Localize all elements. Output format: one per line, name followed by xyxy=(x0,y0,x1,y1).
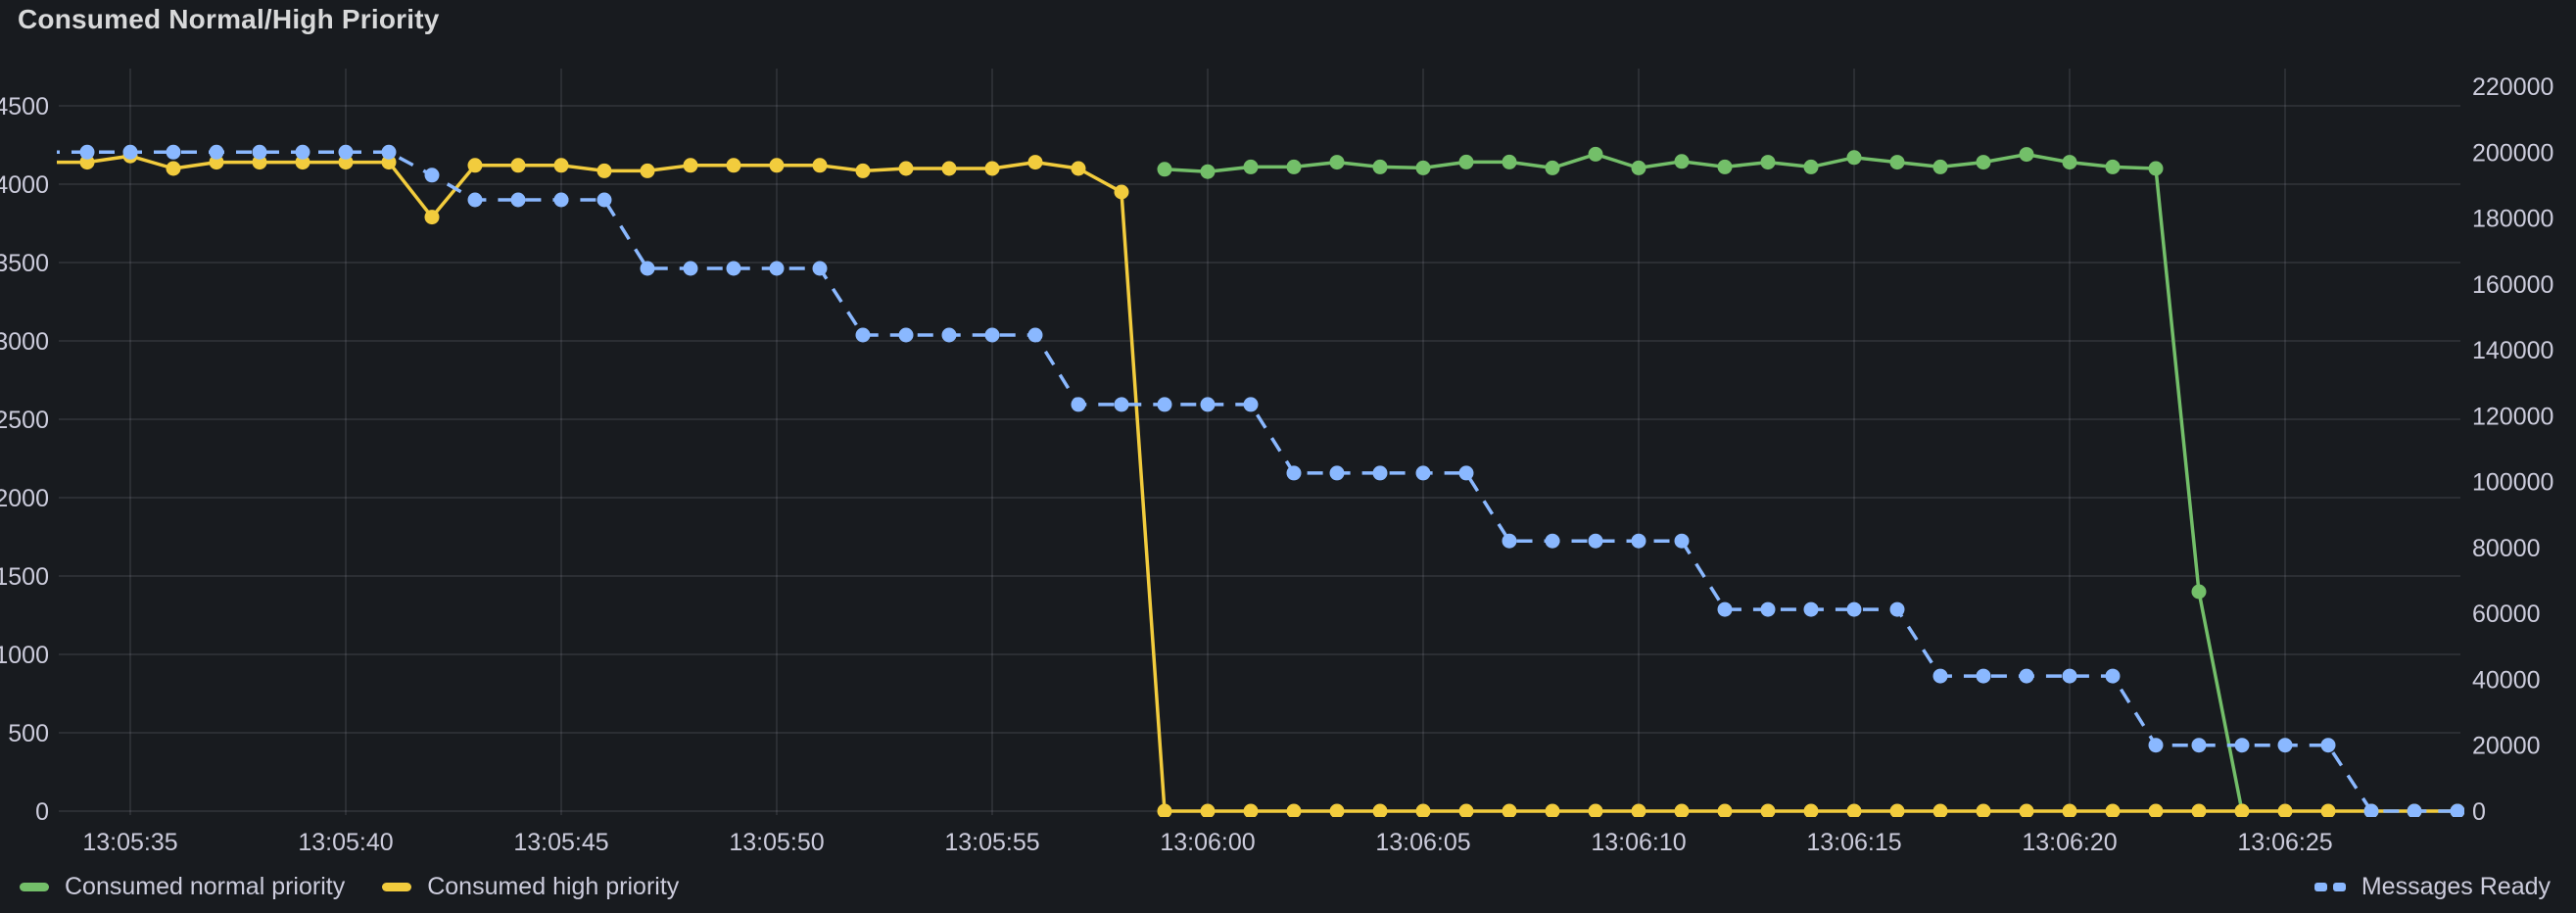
legend-label-consumed-normal: Consumed normal priority xyxy=(65,872,346,900)
svg-text:13:06:25: 13:06:25 xyxy=(2237,829,2332,856)
legend-label-consumed-high: Consumed high priority xyxy=(427,872,680,900)
svg-text:13:05:40: 13:05:40 xyxy=(298,829,393,856)
legend-item-messages-ready[interactable]: Messages Ready xyxy=(2314,873,2551,901)
svg-text:40000: 40000 xyxy=(2472,666,2541,694)
svg-text:3500: 3500 xyxy=(0,250,49,277)
legend-right-group: Messages Ready xyxy=(2314,873,2551,901)
svg-text:80000: 80000 xyxy=(2472,535,2541,562)
svg-text:13:05:45: 13:05:45 xyxy=(513,829,608,856)
legend-left-group: Consumed normal priority Consumed high p… xyxy=(20,873,679,901)
svg-text:13:06:00: 13:06:00 xyxy=(1160,829,1255,856)
svg-text:140000: 140000 xyxy=(2472,337,2553,364)
svg-text:3000: 3000 xyxy=(0,328,49,356)
svg-text:0: 0 xyxy=(35,798,49,826)
legend-item-consumed-high[interactable]: Consumed high priority xyxy=(382,873,679,901)
series-swatch-yellow-icon xyxy=(382,882,412,891)
svg-text:120000: 120000 xyxy=(2472,403,2553,430)
svg-text:13:05:35: 13:05:35 xyxy=(82,829,177,856)
svg-text:220000: 220000 xyxy=(2472,73,2553,101)
svg-text:13:05:50: 13:05:50 xyxy=(729,829,824,856)
svg-text:13:06:15: 13:06:15 xyxy=(1806,829,1901,856)
svg-text:20000: 20000 xyxy=(2472,733,2541,760)
svg-text:1500: 1500 xyxy=(0,563,49,591)
svg-text:500: 500 xyxy=(8,720,49,747)
svg-text:160000: 160000 xyxy=(2472,271,2553,299)
svg-text:2500: 2500 xyxy=(0,407,49,434)
svg-text:200000: 200000 xyxy=(2472,139,2553,167)
series-swatch-green-icon xyxy=(20,882,49,891)
svg-text:13:06:20: 13:06:20 xyxy=(2022,829,2117,856)
svg-text:4500: 4500 xyxy=(0,93,49,120)
svg-text:2000: 2000 xyxy=(0,485,49,512)
svg-text:13:06:10: 13:06:10 xyxy=(1591,829,1686,856)
svg-text:180000: 180000 xyxy=(2472,206,2553,233)
svg-text:13:05:55: 13:05:55 xyxy=(944,829,1039,856)
legend: Consumed normal priority Consumed high p… xyxy=(20,866,2551,907)
svg-text:13:06:05: 13:06:05 xyxy=(1375,829,1470,856)
legend-label-messages-ready: Messages Ready xyxy=(2361,872,2551,900)
svg-text:100000: 100000 xyxy=(2472,469,2553,497)
panel-title[interactable]: Consumed Normal/High Priority xyxy=(18,4,440,34)
svg-text:0: 0 xyxy=(2472,798,2486,826)
svg-text:1000: 1000 xyxy=(0,642,49,669)
legend-item-consumed-normal[interactable]: Consumed normal priority xyxy=(20,873,345,901)
series-swatch-blue-dashed-icon xyxy=(2314,882,2346,891)
svg-text:60000: 60000 xyxy=(2472,601,2541,628)
svg-text:4000: 4000 xyxy=(0,171,49,199)
